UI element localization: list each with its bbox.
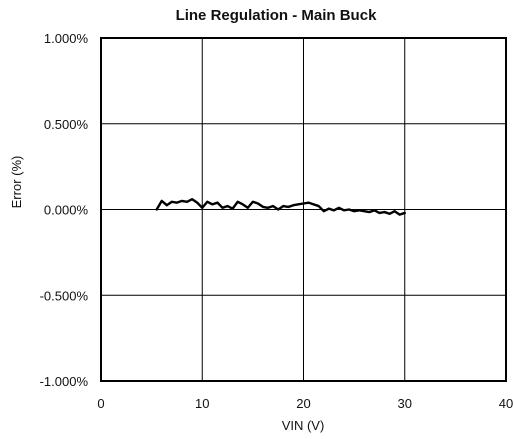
x-tick-label: 30 xyxy=(398,396,412,411)
x-tick-label: 10 xyxy=(195,396,209,411)
series-line xyxy=(155,198,406,216)
plot-area-frame xyxy=(100,37,507,382)
x-tick-labels: 0 10 20 30 40 xyxy=(97,396,513,411)
series-layer xyxy=(155,198,406,216)
chart-title: Line Regulation - Main Buck xyxy=(176,7,378,24)
y-tick-label: -1.000% xyxy=(40,374,89,389)
y-tick-labels: 1.000% 0.500% 0.000% -0.500% -1.000% xyxy=(40,31,89,389)
x-tick-label: 40 xyxy=(499,396,513,411)
x-tick-label: 20 xyxy=(296,396,310,411)
y-tick-label: 0.500% xyxy=(44,117,89,132)
y-tick-label: -0.500% xyxy=(40,288,89,303)
y-tick-label: 1.000% xyxy=(44,31,89,46)
x-axis-label: VIN (V) xyxy=(282,418,325,433)
y-axis-label: Error (%) xyxy=(9,156,24,209)
gridlines xyxy=(101,38,506,381)
x-tick-label: 0 xyxy=(97,396,104,411)
y-tick-label: 0.000% xyxy=(44,203,89,218)
